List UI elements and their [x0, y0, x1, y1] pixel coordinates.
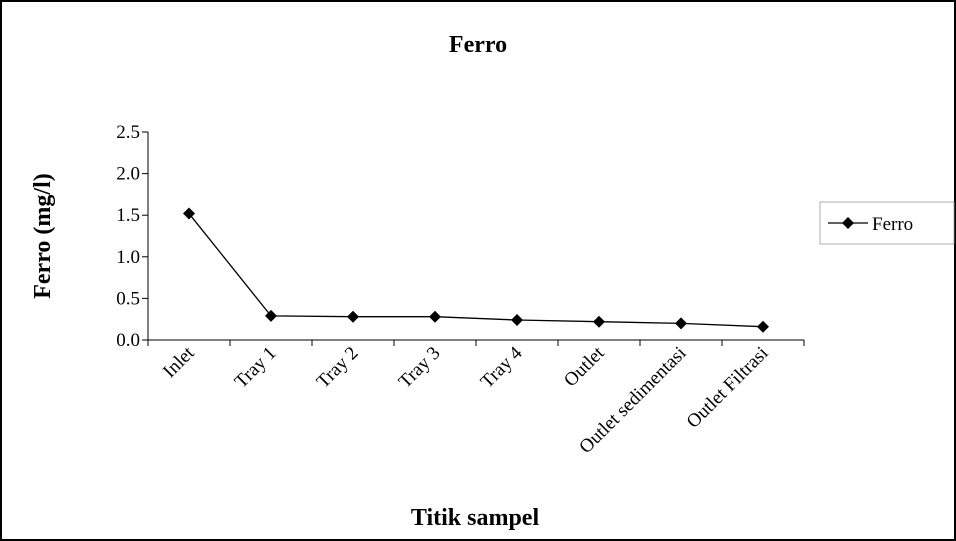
data-point	[593, 315, 605, 328]
x-axis-title: Titik sampel	[411, 505, 540, 531]
data-point	[183, 207, 195, 220]
y-tick-label: 2.5	[116, 122, 140, 143]
series-line	[188, 213, 764, 328]
y-tick-label: 1.5	[116, 205, 140, 226]
data-point	[347, 310, 359, 323]
data-point	[265, 309, 277, 322]
y-axis-title: Ferro (mg/l)	[30, 173, 56, 299]
data-point	[429, 310, 441, 323]
y-tick-label: 0.5	[116, 288, 140, 309]
chart-title: Ferro	[449, 32, 507, 58]
y-tick-label: 0.0	[116, 330, 140, 351]
y-tick-label: 1.0	[116, 247, 140, 268]
data-point	[757, 320, 769, 333]
y-tick-label: 2.0	[116, 164, 140, 185]
data-point	[511, 314, 523, 327]
legend-label: Ferro	[872, 214, 913, 235]
data-point	[675, 317, 687, 330]
legend-marker	[842, 217, 854, 229]
